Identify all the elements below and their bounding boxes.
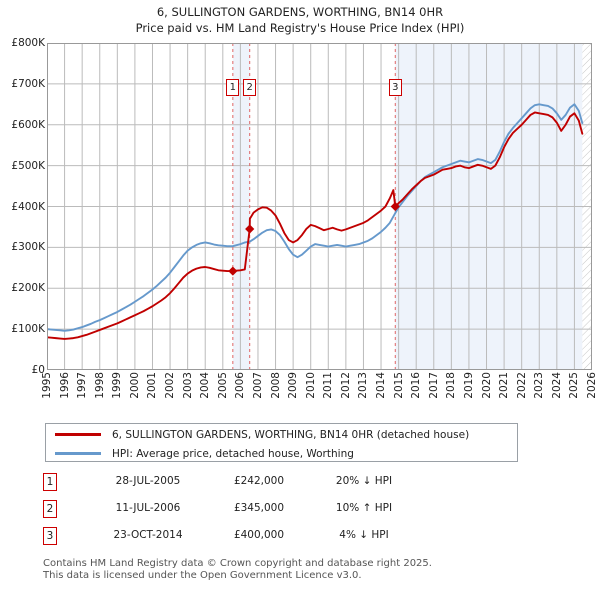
x-axis-tick-label: 2014 [375,372,388,399]
x-axis-tick-label: 2018 [445,372,458,399]
x-axis-tick-label: 2004 [199,372,212,399]
legend-label-price-paid: 6, SULLINGTON GARDENS, WORTHING, BN14 0H… [112,428,470,441]
x-axis-tick-label: 2017 [427,372,440,399]
transaction-price: £242,000 [233,475,285,487]
x-axis-tick-label: 2010 [304,372,317,399]
transaction-hpi-delta: 4% ↓ HPI [339,529,389,541]
transaction-date: 23-OCT-2014 [113,529,183,541]
y-axis-tick-label: £500K [11,159,45,172]
x-axis-tick-label: 2023 [533,372,546,399]
transaction-date: 28-JUL-2005 [115,475,181,487]
y-axis-tick-label: £400K [11,200,45,213]
y-axis-tick-label: £600K [11,118,45,131]
transactions-table: 1 28-JUL-2005 £242,000 20% ↓ HPI 2 11-JU… [40,470,460,552]
x-axis-tick-label: 2001 [146,372,159,399]
y-axis-tick-label: £800K [11,37,45,49]
x-axis-tick-label: 1996 [58,372,71,399]
price-history-line-chart [47,43,592,370]
transaction-price: £400,000 [233,529,285,541]
x-axis-tick-label: 2026 [586,372,598,399]
x-axis-tick-label: 2025 [568,372,581,399]
x-axis-tick-label: 2002 [164,372,177,399]
y-axis-tick-label: £300K [11,241,45,254]
chart-marker-badge[interactable]: 1 [226,79,240,96]
legend-item-hpi: HPI: Average price, detached house, Wort… [46,444,354,463]
x-axis-tick-label: 2008 [269,372,282,399]
table-row[interactable]: 3 23-OCT-2014 £400,000 4% ↓ HPI [40,524,460,551]
transaction-index-badge: 3 [43,527,57,545]
x-axis-tick-label: 2003 [181,372,194,399]
x-axis-tick-label: 2005 [216,372,229,399]
page-title: 6, SULLINGTON GARDENS, WORTHING, BN14 0H… [156,5,444,19]
x-axis-tick-label: 2024 [550,372,563,399]
x-axis-tick-label: 2007 [251,372,264,399]
footer-attribution: Contains HM Land Registry data © Crown c… [43,558,563,582]
transaction-index-badge: 1 [43,473,57,491]
x-axis-tick-label: 2019 [462,372,475,399]
footer-line-2: This data is licensed under the Open Gov… [43,570,362,581]
footer-line-1: Contains HM Land Registry data © Crown c… [43,558,432,569]
x-axis-tick-label: 1998 [93,372,106,399]
legend-swatch-hpi [55,452,101,455]
transaction-hpi-delta: 10% ↑ HPI [335,502,393,514]
x-axis-tick-label: 1999 [111,372,124,399]
page-subtitle: Price paid vs. HM Land Registry's House … [135,21,465,35]
x-axis-tick-label: 1995 [41,372,53,399]
transaction-date: 11-JUL-2006 [115,502,181,514]
x-axis-tick-label: 2020 [480,372,493,399]
x-axis-tick-label: 2012 [339,372,352,399]
x-axis-tick-label: 2013 [357,372,370,399]
transaction-hpi-delta: 20% ↓ HPI [335,475,393,487]
chart-marker-badge[interactable]: 2 [243,79,257,96]
legend-item-price-paid: 6, SULLINGTON GARDENS, WORTHING, BN14 0H… [46,425,469,444]
chart-legend: 6, SULLINGTON GARDENS, WORTHING, BN14 0H… [45,423,518,462]
x-axis-tick-label: 2006 [234,372,247,399]
table-row[interactable]: 1 28-JUL-2005 £242,000 20% ↓ HPI [40,470,460,497]
x-axis-tick-label: 2000 [128,372,141,399]
y-axis-tick-label: £700K [11,77,45,90]
x-axis-tick-label: 2011 [322,372,335,399]
y-axis-tick-label: £100K [11,323,45,336]
chart-marker-badge[interactable]: 3 [388,79,402,96]
plot-area [47,43,592,370]
x-axis-tick-label: 2021 [498,372,511,399]
title-block: 6, SULLINGTON GARDENS, WORTHING, BN14 0H… [0,4,600,36]
legend-swatch-price-paid [55,433,101,436]
x-axis-tick-label: 2009 [287,372,300,399]
transaction-index-badge: 2 [43,500,57,518]
transaction-price: £345,000 [233,502,285,514]
y-axis-tick-label: £200K [11,282,45,295]
y-axis: £0 £100K £200K £300K £400K £500K £600K £700K £80… [0,37,45,376]
x-axis-tick-label: 2022 [515,372,528,399]
x-axis: 1995 1996 1997 1998 1999 2000 2001 2002 2003 2004… [41,372,598,416]
y-axis-tick-label: £0 [31,364,45,376]
x-axis-tick-label: 2016 [410,372,423,399]
x-axis-tick-label: 2015 [392,372,405,399]
legend-label-hpi: HPI: Average price, detached house, Wort… [112,447,354,460]
x-axis-tick-label: 1997 [76,372,89,399]
table-row[interactable]: 2 11-JUL-2006 £345,000 10% ↑ HPI [40,497,460,524]
